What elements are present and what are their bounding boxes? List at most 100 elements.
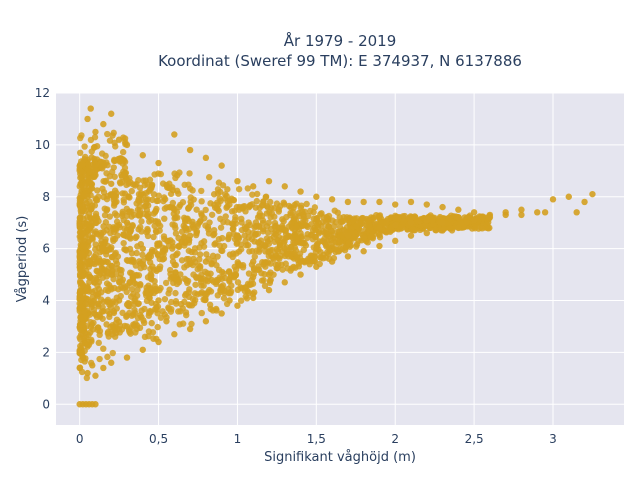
data-point (262, 263, 269, 270)
data-point (215, 179, 223, 186)
data-point (204, 270, 211, 277)
data-point (314, 223, 322, 230)
data-point (110, 237, 117, 245)
data-point (115, 297, 123, 304)
data-point (267, 247, 274, 254)
data-point (308, 221, 315, 228)
data-point (155, 297, 162, 304)
data-point (245, 219, 252, 226)
data-point (208, 211, 216, 218)
data-point (95, 339, 102, 347)
data-point (261, 242, 269, 249)
data-point (77, 314, 84, 321)
chart-title-line1: År 1979 - 2019 (284, 31, 397, 50)
data-point (263, 202, 270, 210)
data-point (399, 224, 406, 231)
data-point (79, 242, 87, 249)
data-point (233, 250, 240, 257)
data-point (148, 181, 156, 189)
data-point (257, 237, 265, 244)
data-point (439, 219, 446, 226)
data-point (122, 246, 129, 253)
data-point (138, 218, 145, 225)
data-point (263, 235, 270, 242)
data-point (581, 198, 588, 206)
data-point (328, 240, 336, 247)
data-point (185, 204, 192, 212)
data-point (186, 232, 194, 239)
data-point (164, 184, 171, 191)
data-point (392, 237, 399, 245)
data-point (258, 202, 266, 209)
data-point (518, 206, 525, 213)
data-point (210, 278, 217, 285)
data-point (77, 326, 84, 333)
data-point (175, 308, 182, 315)
data-point (175, 203, 183, 211)
data-point (89, 293, 97, 301)
data-point (196, 251, 204, 258)
data-point (242, 293, 249, 300)
data-point (295, 235, 302, 242)
data-point (169, 245, 176, 252)
data-point (77, 336, 84, 343)
data-point (265, 271, 273, 278)
data-point (154, 323, 161, 331)
data-point (165, 290, 172, 297)
data-point (169, 221, 176, 228)
data-point (175, 278, 183, 286)
data-point (112, 249, 119, 257)
data-point (152, 208, 159, 216)
data-point (196, 256, 203, 263)
data-point (128, 285, 136, 293)
data-point (82, 288, 89, 295)
data-point (217, 215, 224, 223)
data-point (318, 210, 325, 217)
data-point (310, 215, 317, 223)
data-point (103, 195, 111, 203)
data-point (76, 364, 83, 372)
data-point (212, 305, 220, 313)
data-point (91, 160, 99, 167)
data-point (225, 268, 233, 275)
data-point (156, 222, 164, 230)
data-point (151, 171, 158, 178)
data-point (121, 225, 128, 232)
data-point (77, 134, 84, 142)
data-point (423, 229, 430, 237)
data-point (214, 253, 221, 260)
data-point (183, 262, 191, 269)
data-point (183, 215, 190, 222)
data-point (92, 210, 100, 218)
data-point (119, 148, 127, 156)
data-point (161, 205, 169, 212)
data-point (103, 258, 110, 265)
data-point (189, 187, 196, 194)
data-point (336, 223, 344, 231)
data-point (265, 252, 272, 260)
data-point (108, 110, 115, 117)
data-point (279, 266, 286, 273)
data-point (196, 218, 204, 226)
data-point (167, 190, 175, 198)
data-point (92, 219, 99, 226)
data-point (423, 216, 430, 224)
data-point (80, 205, 88, 213)
data-point (119, 208, 126, 215)
data-point (392, 214, 399, 222)
data-point (145, 252, 152, 260)
data-point (94, 324, 102, 331)
data-point (82, 340, 89, 347)
data-point (77, 149, 84, 157)
data-point (328, 196, 336, 203)
data-point (172, 214, 179, 221)
data-point (172, 174, 179, 182)
data-point (137, 312, 144, 319)
data-point (242, 225, 249, 233)
data-point (376, 234, 384, 241)
data-point (135, 190, 143, 198)
data-point (252, 219, 260, 226)
data-point (157, 170, 165, 178)
data-point (116, 274, 124, 282)
